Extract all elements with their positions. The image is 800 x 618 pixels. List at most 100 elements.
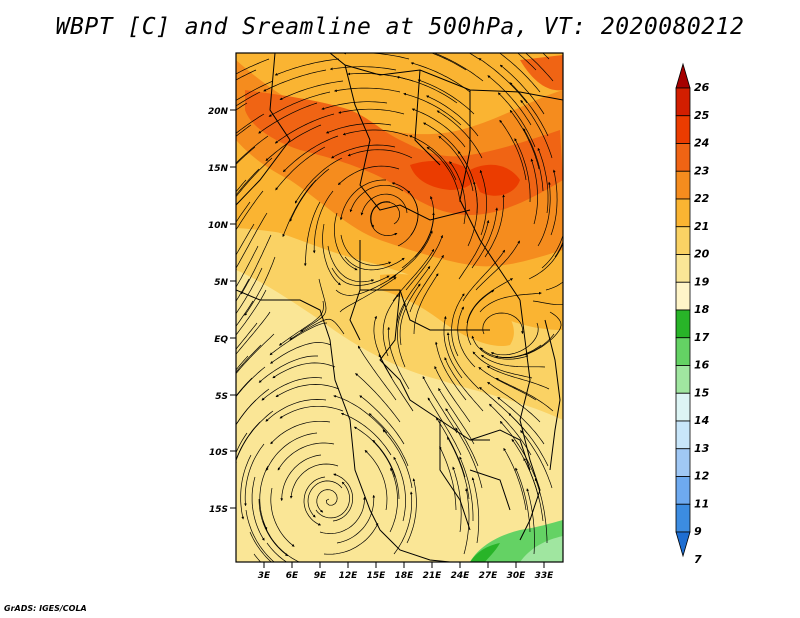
streamline bbox=[280, 454, 322, 502]
colorbar-label: 17 bbox=[694, 331, 710, 344]
streamline bbox=[312, 190, 334, 254]
colorbar-swatch bbox=[675, 420, 691, 450]
streamline bbox=[266, 432, 318, 471]
streamline bbox=[241, 234, 272, 295]
streamline bbox=[409, 254, 444, 313]
map-frame bbox=[235, 52, 564, 563]
streamline bbox=[427, 397, 462, 456]
streamline bbox=[270, 487, 295, 547]
streamline bbox=[282, 179, 317, 238]
colorbar-label: 20 bbox=[694, 248, 710, 261]
streamline bbox=[364, 449, 388, 511]
streamline bbox=[472, 351, 533, 379]
streamline bbox=[319, 496, 366, 534]
streamline bbox=[360, 193, 408, 216]
streamline bbox=[486, 365, 550, 390]
streamline bbox=[279, 300, 324, 346]
colorbar-swatch bbox=[675, 309, 691, 339]
streamline bbox=[520, 99, 553, 159]
streamline bbox=[471, 477, 480, 544]
streamline bbox=[236, 69, 257, 81]
colorbar-label: 14 bbox=[694, 414, 709, 427]
streamline bbox=[462, 249, 506, 302]
streamline bbox=[396, 266, 431, 324]
streamline bbox=[353, 426, 396, 478]
streamline bbox=[236, 58, 270, 75]
streamline bbox=[236, 212, 268, 271]
streamline bbox=[331, 144, 396, 159]
streamline bbox=[303, 476, 326, 526]
lon-label: 6E bbox=[286, 571, 299, 581]
lon-label: 27E bbox=[479, 571, 499, 581]
streamline bbox=[261, 377, 323, 401]
streamline bbox=[249, 531, 272, 562]
streamline bbox=[289, 318, 345, 340]
streamline bbox=[435, 341, 467, 401]
streamline bbox=[236, 223, 255, 256]
streamline bbox=[495, 377, 554, 412]
colorbar-label: 11 bbox=[694, 497, 709, 510]
streamline bbox=[430, 53, 467, 71]
streamline bbox=[236, 289, 267, 336]
colorbar-swatch bbox=[675, 337, 691, 366]
streamline bbox=[333, 395, 388, 434]
streamline bbox=[266, 542, 288, 562]
streamline bbox=[499, 53, 541, 93]
streamline bbox=[347, 149, 413, 159]
streamlines bbox=[236, 53, 563, 562]
streamline bbox=[236, 267, 263, 315]
streamline bbox=[268, 91, 331, 117]
colorbar-swatch bbox=[675, 254, 691, 283]
colorbar-label: 7 bbox=[694, 553, 702, 566]
streamline bbox=[438, 136, 474, 192]
streamline bbox=[457, 306, 476, 368]
colorbar-label: 19 bbox=[694, 275, 710, 288]
streamline bbox=[368, 413, 409, 467]
streamline bbox=[303, 201, 321, 267]
lon-label: 15E bbox=[367, 571, 387, 581]
streamline bbox=[478, 367, 537, 401]
lon-label: 21E bbox=[423, 571, 443, 581]
streamline bbox=[438, 387, 475, 445]
streamline bbox=[372, 439, 400, 500]
streamline bbox=[236, 377, 253, 397]
streamline bbox=[359, 395, 405, 445]
streamline bbox=[397, 190, 419, 247]
streamline bbox=[479, 291, 542, 313]
streamline bbox=[236, 179, 247, 193]
colorbar-label: 22 bbox=[694, 192, 710, 205]
colorbar-swatch bbox=[675, 281, 691, 311]
streamline bbox=[466, 290, 495, 346]
streamline bbox=[524, 311, 562, 356]
streamline bbox=[236, 190, 264, 231]
streamline bbox=[532, 300, 563, 306]
streamline bbox=[316, 489, 338, 513]
streamline bbox=[471, 335, 529, 360]
streamline bbox=[475, 240, 520, 291]
colorbar-swatch bbox=[675, 476, 691, 505]
software-credit: GrADS: IGES/COLA bbox=[4, 604, 87, 613]
streamline bbox=[517, 53, 537, 71]
streamline bbox=[236, 124, 252, 137]
streamline bbox=[410, 62, 471, 93]
streamline bbox=[525, 53, 554, 82]
streamline bbox=[382, 294, 399, 357]
streamline bbox=[417, 79, 475, 115]
colorbar-label: 25 bbox=[694, 109, 710, 122]
streamline bbox=[236, 135, 269, 164]
streamline bbox=[451, 293, 465, 357]
lat-label: 5S bbox=[215, 392, 228, 402]
streamline bbox=[236, 157, 273, 198]
streamline bbox=[236, 245, 259, 288]
streamline bbox=[541, 234, 563, 269]
streamline bbox=[263, 69, 327, 92]
streamline bbox=[335, 275, 397, 296]
coastlines-borders bbox=[236, 53, 563, 562]
streamline bbox=[396, 75, 458, 104]
streamline bbox=[327, 245, 375, 283]
streamline bbox=[422, 376, 458, 434]
streamline bbox=[434, 365, 471, 423]
streamline bbox=[495, 333, 555, 359]
streamline bbox=[244, 256, 276, 316]
